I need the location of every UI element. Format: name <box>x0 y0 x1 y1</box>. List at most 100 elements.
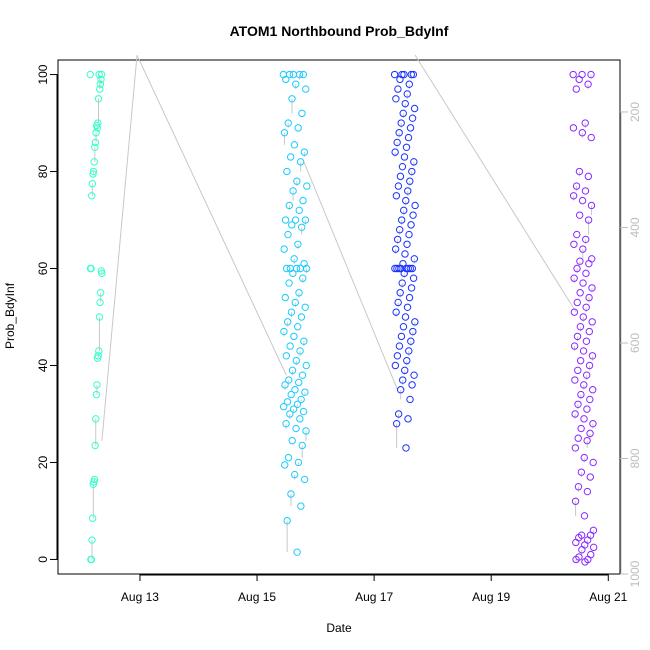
x-axis: Aug 13 Aug 15 Aug 17 Aug 19 Aug 21 <box>121 574 628 604</box>
data-point <box>573 332 582 341</box>
data-point <box>578 70 586 79</box>
data-point <box>286 410 294 418</box>
data-point <box>287 490 295 498</box>
data-point <box>401 313 410 321</box>
data-point <box>403 303 412 312</box>
data-point <box>86 264 95 273</box>
data-point <box>291 298 299 307</box>
data-point <box>289 187 297 195</box>
data-point <box>89 480 97 488</box>
connector-line <box>303 161 399 390</box>
data-point <box>86 70 94 79</box>
data-point <box>403 90 411 98</box>
data-point <box>576 356 585 365</box>
data-point <box>299 407 308 416</box>
x-tick-label: Aug 19 <box>472 590 510 604</box>
x-tick-label: Aug 17 <box>355 590 393 604</box>
data-point <box>96 289 105 297</box>
data-point <box>298 441 306 450</box>
data-point <box>97 70 106 79</box>
data-point <box>393 235 402 244</box>
data-point <box>577 390 585 399</box>
data-point <box>573 230 581 239</box>
x-axis-label: Date <box>326 621 352 635</box>
data-point <box>587 133 595 142</box>
data-point <box>588 386 597 394</box>
y-tick-label: 0 <box>36 556 50 563</box>
plot-box <box>57 59 621 575</box>
data-point <box>96 298 104 307</box>
data-point <box>393 352 402 360</box>
data-point <box>583 436 591 445</box>
data-point <box>281 381 289 389</box>
data-point <box>580 453 588 462</box>
data-point <box>288 436 296 445</box>
data-point <box>302 361 310 370</box>
x-tick-label: Aug 15 <box>238 590 276 604</box>
data-point <box>290 332 298 341</box>
data-point <box>392 95 400 103</box>
data-point <box>401 99 409 108</box>
data-point <box>285 279 293 287</box>
data-point <box>302 264 311 273</box>
data-point <box>585 361 594 370</box>
connector-line <box>414 54 577 313</box>
data-point <box>577 424 585 433</box>
y-tick-label: 100 <box>36 64 50 84</box>
data-point <box>92 415 100 423</box>
data-point <box>397 332 406 341</box>
data-point <box>574 400 582 408</box>
data-point <box>569 192 578 200</box>
data-point <box>294 240 302 248</box>
data-point <box>88 192 96 200</box>
data-points <box>86 70 598 566</box>
data-point <box>281 216 290 224</box>
data-point <box>393 264 401 273</box>
data-point <box>398 279 406 287</box>
data-point <box>411 201 419 210</box>
data-point <box>404 264 412 273</box>
data-point <box>282 419 290 428</box>
data-point <box>409 327 417 336</box>
data-point <box>291 386 299 394</box>
data-point <box>302 85 310 93</box>
data-point <box>571 497 580 505</box>
data-point <box>396 386 405 394</box>
data-point <box>401 366 409 375</box>
data-point <box>294 458 303 467</box>
data-point <box>406 264 414 273</box>
data-point <box>292 356 301 365</box>
data-point <box>579 245 587 253</box>
data-point <box>587 70 595 79</box>
data-point <box>295 289 303 297</box>
data-point <box>92 121 101 130</box>
data-point <box>390 70 399 79</box>
data-point <box>394 410 403 418</box>
data-point <box>285 201 294 210</box>
data-point <box>587 550 595 559</box>
data-point <box>410 104 419 113</box>
data-point <box>286 153 295 161</box>
data-point <box>299 196 307 205</box>
data-point <box>293 322 302 331</box>
data-point <box>410 371 418 379</box>
data-point <box>400 269 408 278</box>
data-point <box>303 182 311 190</box>
data-point <box>287 308 296 316</box>
data-point <box>290 141 299 149</box>
data-point <box>283 318 292 326</box>
data-point <box>411 318 419 326</box>
data-point <box>297 313 306 321</box>
data-point <box>396 75 404 84</box>
data-point <box>574 483 583 491</box>
data-point <box>296 347 304 355</box>
data-point <box>578 546 586 554</box>
data-point <box>402 196 410 205</box>
data-point <box>97 267 105 275</box>
data-point <box>391 361 400 370</box>
data-point <box>283 398 292 406</box>
data-point <box>395 342 404 350</box>
data-point <box>572 182 581 190</box>
y-axis: 0 20 40 60 80 100 <box>36 64 58 563</box>
